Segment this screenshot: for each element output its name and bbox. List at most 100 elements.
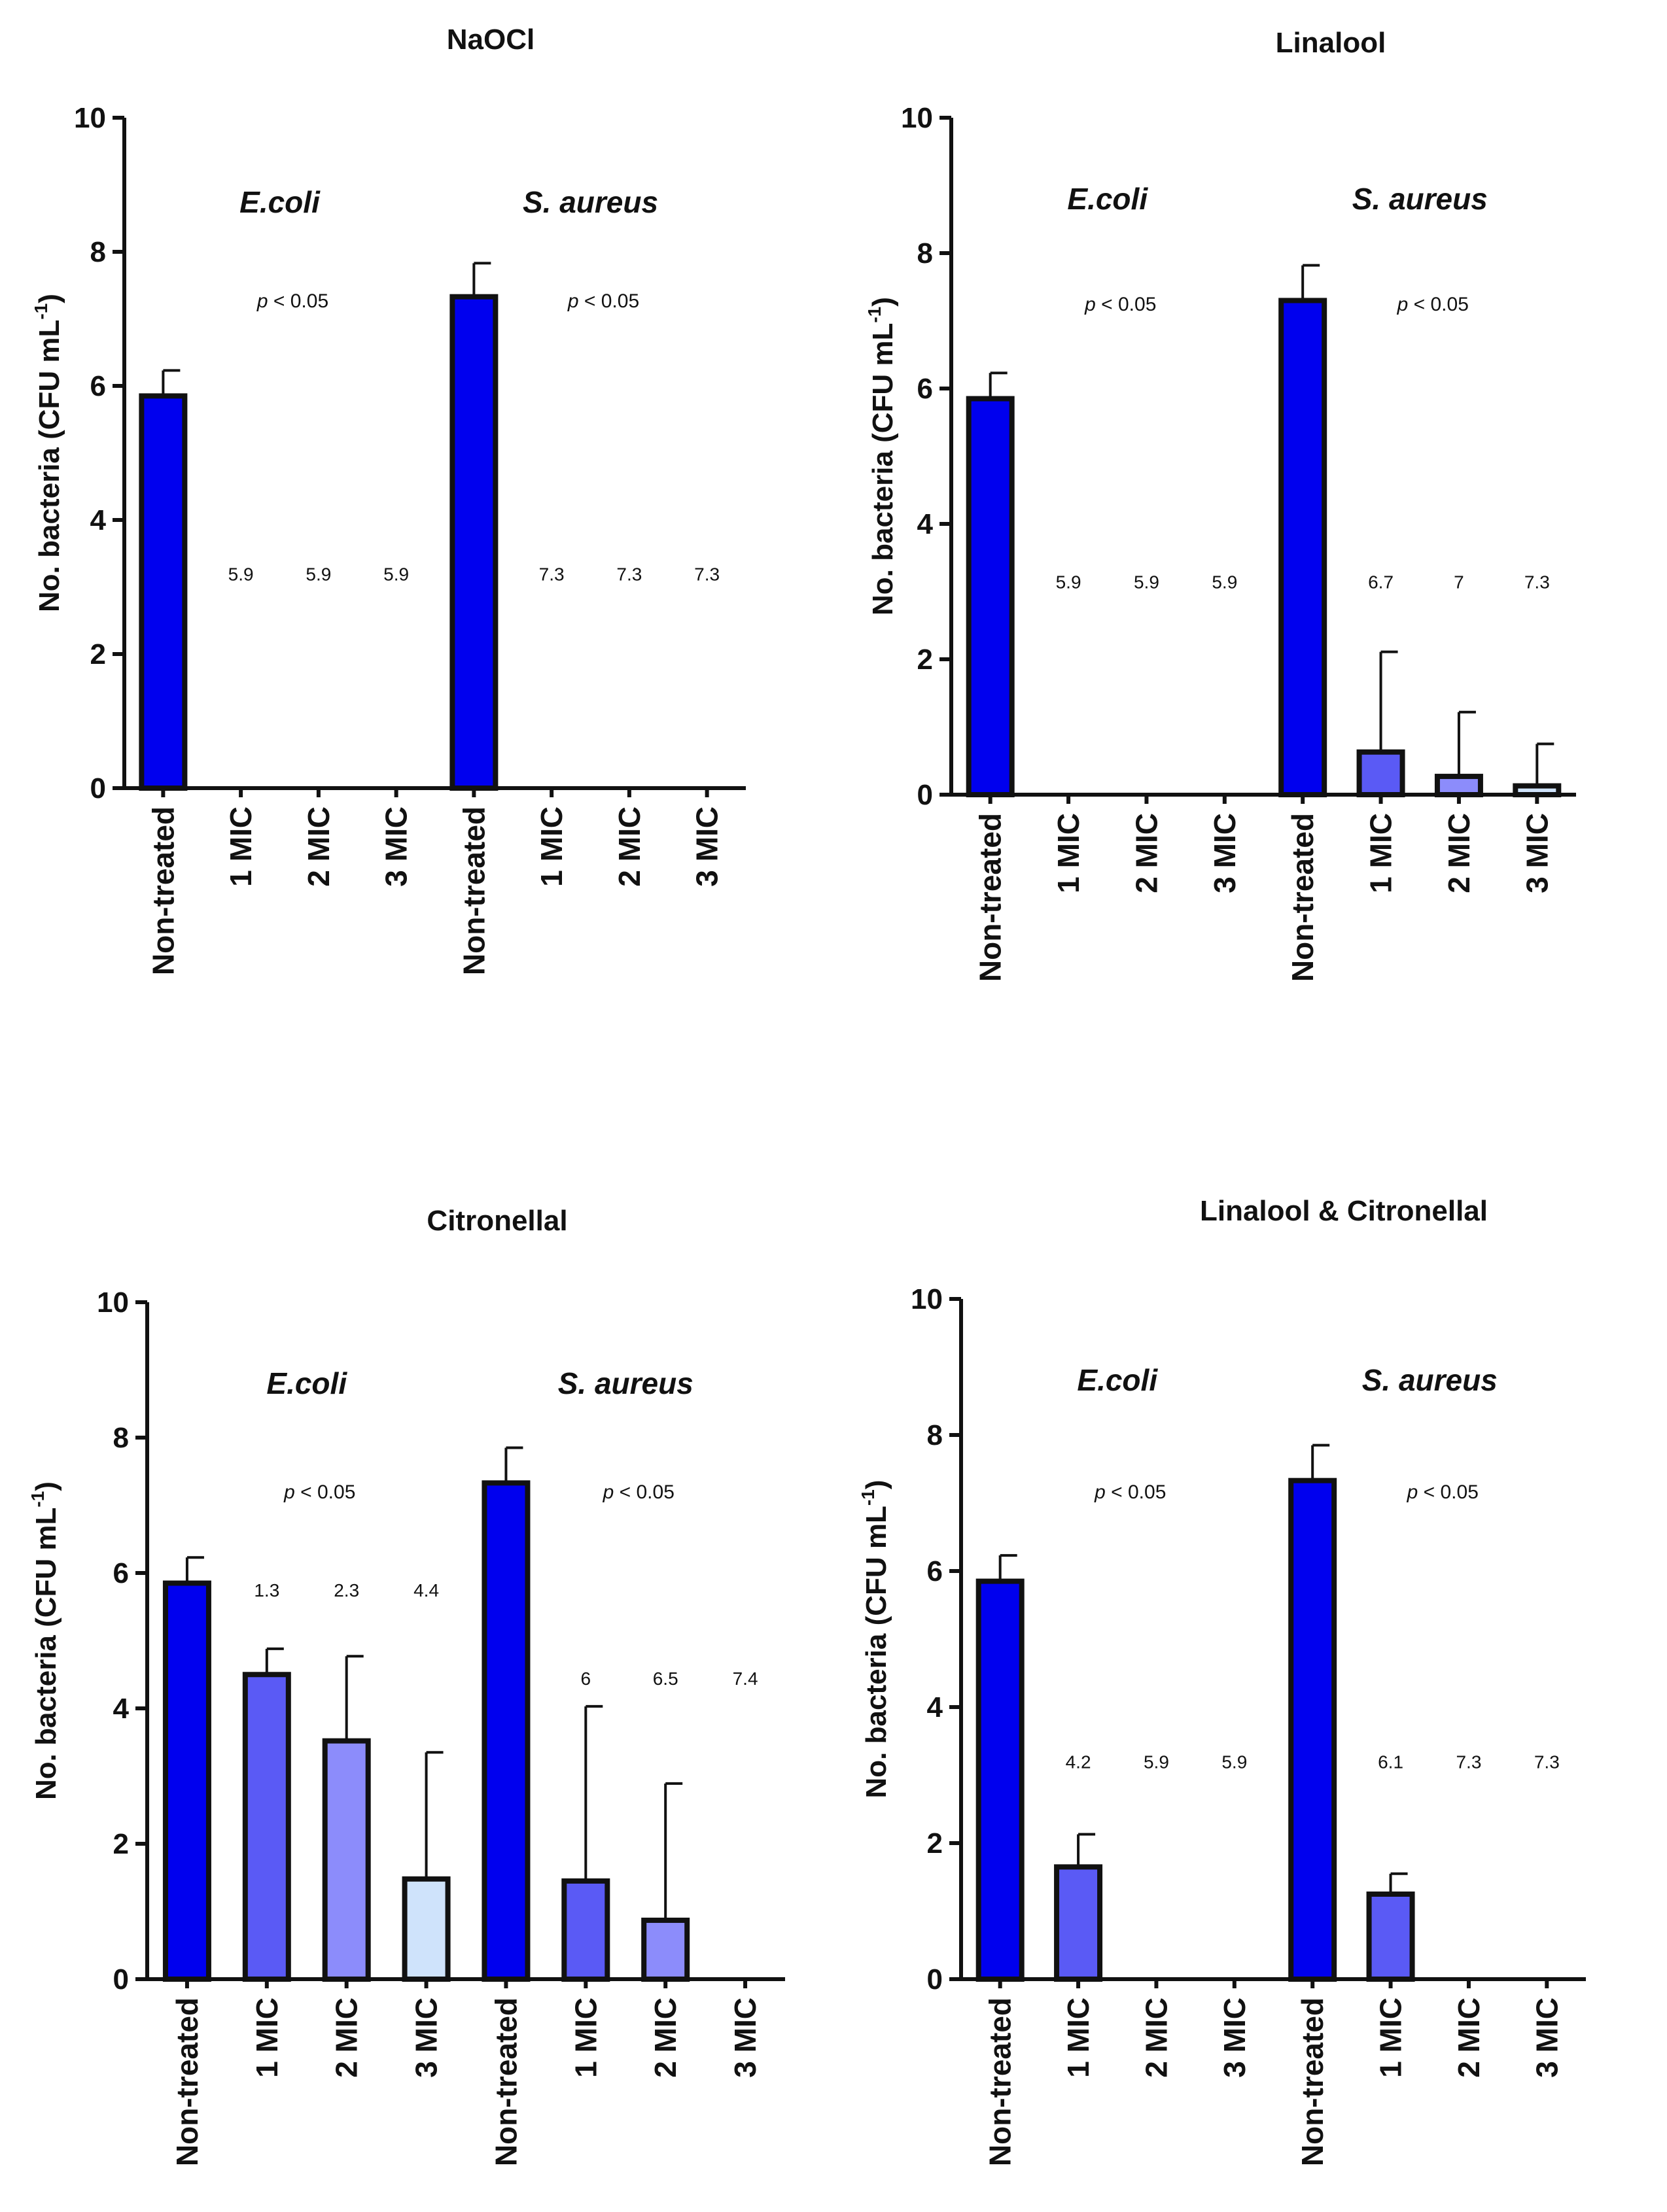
log-reduction-label: 5.9 <box>228 564 254 584</box>
y-tick-label: 6 <box>113 1557 129 1589</box>
x-tick-label: Non-treated <box>983 1997 1017 2166</box>
y-tick-label: 10 <box>911 1283 943 1315</box>
log-reduction-label: 7.3 <box>616 564 642 584</box>
y-tick-label: 2 <box>113 1828 129 1860</box>
bar <box>1513 783 1562 798</box>
y-axis-label: No. bacteria (CFU mL-1) <box>864 297 899 615</box>
chart-panel-naocl: NaOCl No. bacteria (CFU mL-1) 0 2 4 6 8 10 Non-t… <box>31 24 746 975</box>
log-reduction-label: 4.2 <box>1066 1752 1091 1772</box>
y-axis-label: No. bacteria (CFU mL-1) <box>27 1481 62 1800</box>
log-reduction-label: 4.4 <box>413 1580 439 1600</box>
bar <box>1054 1864 1103 1982</box>
x-tick-label: Non-treated <box>146 806 180 975</box>
x-tick-label: 1 MIC <box>1374 1997 1408 2078</box>
bar <box>1356 749 1405 798</box>
chart-panel-linalool: Linalool No. bacteria (CFU mL-1) 0 2 4 6 8 10 No… <box>864 27 1576 982</box>
p-value-label: p < 0.05 <box>1397 294 1469 315</box>
x-tick-label: 1 MIC <box>1364 813 1398 893</box>
bar <box>482 1480 531 1982</box>
y-tick-label: 8 <box>90 236 106 268</box>
log-reduction-label: 6.5 <box>653 1668 678 1689</box>
log-reduction-label: 6.7 <box>1368 572 1394 592</box>
y-tick-label: 6 <box>927 1555 943 1587</box>
log-reduction-label: 5.9 <box>1212 572 1237 592</box>
p-value-label: p < 0.05 <box>283 1481 355 1503</box>
p-value-label: p < 0.05 <box>1094 1481 1166 1503</box>
chart-title: Citronellal <box>427 1205 567 1237</box>
group-label: E.coli <box>1077 1363 1158 1397</box>
x-tick-label: 2 MIC <box>648 1997 682 2078</box>
y-tick-label: 0 <box>917 779 933 811</box>
y-axis-label: No. bacteria (CFU mL-1) <box>31 294 65 612</box>
p-value-label: p < 0.05 <box>256 290 328 312</box>
y-tick-label: 4 <box>927 1691 943 1723</box>
x-tick-label: 3 MIC <box>728 1997 762 2078</box>
bar <box>1278 298 1327 797</box>
p-value-label: p < 0.05 <box>1407 1481 1479 1503</box>
bar <box>975 1578 1025 1982</box>
x-tick-label: Non-treated <box>170 1997 204 2166</box>
x-tick-label: 3 MIC <box>379 806 413 887</box>
group-label: S. aureus <box>558 1366 693 1400</box>
x-tick-label: 2 MIC <box>330 1997 364 2078</box>
chart-title: Linalool <box>1276 27 1386 59</box>
bar <box>966 396 1015 797</box>
log-reduction-label: 7 <box>1454 572 1464 592</box>
x-tick-label: 2 MIC <box>302 806 336 887</box>
x-tick-label: 1 MIC <box>1051 813 1085 893</box>
group-label: S. aureus <box>523 185 658 219</box>
group-label: E.coli <box>266 1366 347 1400</box>
x-tick-label: 1 MIC <box>1061 1997 1095 2078</box>
x-tick-label: 1 MIC <box>535 806 569 887</box>
y-tick-label: 8 <box>113 1422 129 1454</box>
log-reduction-label: 5.9 <box>306 564 331 584</box>
x-tick-label: 3 MIC <box>1218 1997 1252 2078</box>
y-axis-label: No. bacteria (CFU mL-1) <box>858 1480 892 1799</box>
group-label: S. aureus <box>1362 1363 1498 1397</box>
x-tick-label: Non-treated <box>1286 813 1320 982</box>
x-tick-label: 3 MIC <box>1208 813 1242 893</box>
y-tick-label: 8 <box>917 237 933 269</box>
x-tick-label: Non-treated <box>974 813 1008 982</box>
log-reduction-label: 7.3 <box>539 564 565 584</box>
log-reduction-label: 7.4 <box>733 1668 758 1689</box>
y-tick-label: 10 <box>74 102 106 134</box>
chart-panel-citronellal: Citronellal No. bacteria (CFU mL-1) 0 2 4 6 8 1… <box>27 1205 785 2166</box>
y-tick-label: 0 <box>90 772 106 804</box>
bar <box>1366 1892 1415 1982</box>
log-reduction-label: 5.9 <box>1144 1752 1169 1772</box>
x-tick-label: 1 MIC <box>224 806 258 887</box>
y-tick-label: 8 <box>927 1419 943 1451</box>
x-tick-label: 1 MIC <box>569 1997 603 2078</box>
bar <box>1288 1478 1337 1982</box>
log-reduction-label: 5.9 <box>1134 572 1159 592</box>
log-reduction-label: 5.9 <box>1056 572 1081 592</box>
bar <box>242 1672 291 1982</box>
y-tick-label: 0 <box>927 1963 943 1996</box>
chart-title: Linalool & Citronellal <box>1200 1195 1488 1227</box>
y-tick-label: 2 <box>90 638 106 670</box>
log-reduction-label: 7.3 <box>1534 1752 1560 1772</box>
x-tick-label: 2 MIC <box>1139 1997 1173 2078</box>
y-tick-label: 2 <box>927 1827 943 1859</box>
log-reduction-label: 6 <box>581 1668 591 1689</box>
x-tick-label: Non-treated <box>489 1997 523 2166</box>
log-reduction-label: 2.3 <box>334 1580 359 1600</box>
y-tick-label: 0 <box>113 1963 129 1996</box>
p-value-label: p < 0.05 <box>603 1481 675 1503</box>
y-tick-label: 4 <box>90 504 107 536</box>
y-tick-label: 2 <box>917 644 933 676</box>
x-tick-label: Non-treated <box>457 806 491 975</box>
bar <box>139 393 188 791</box>
x-tick-label: 3 MIC <box>690 806 724 887</box>
y-tick-label: 10 <box>97 1287 129 1319</box>
x-tick-label: Non-treated <box>1295 1997 1329 2166</box>
chart-panel-linalool-citronellal: Linalool & Citronellal No. bacteria (CFU … <box>858 1195 1586 2166</box>
bar <box>449 294 499 791</box>
bar <box>402 1876 451 1982</box>
y-tick-label: 6 <box>90 370 106 402</box>
x-tick-label: 2 MIC <box>1452 1997 1486 2078</box>
log-reduction-label: 5.9 <box>383 564 409 584</box>
x-tick-label: 2 MIC <box>612 806 646 887</box>
